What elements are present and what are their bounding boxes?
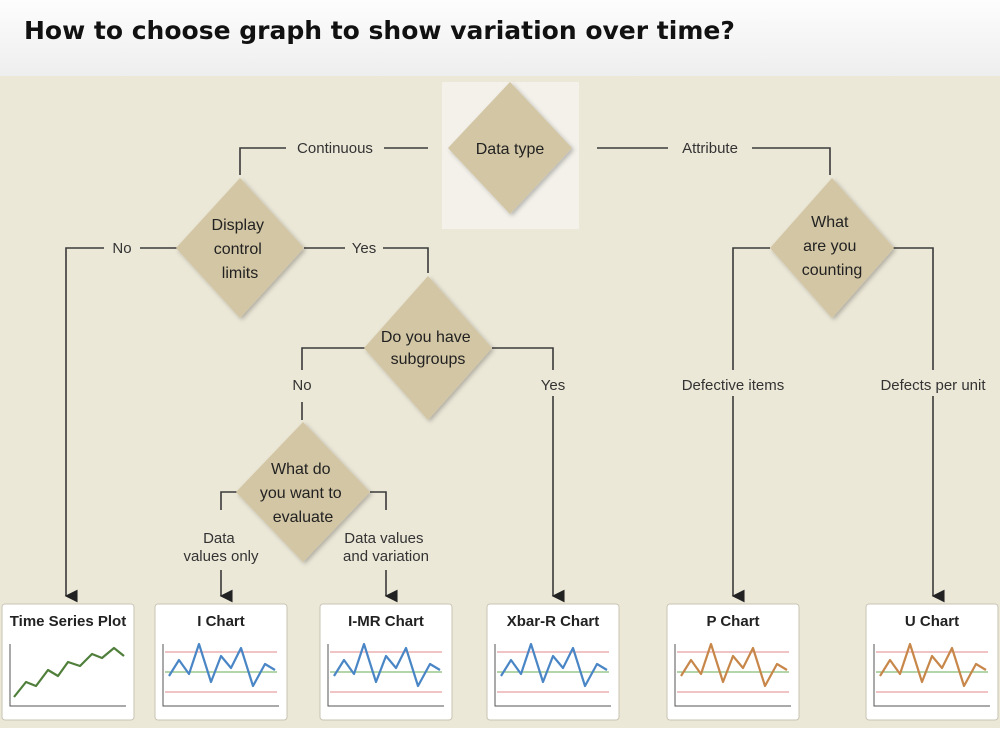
connectors	[64, 147, 945, 603]
chart-title: P Chart	[706, 613, 759, 630]
branch-attribute-label: Attribute	[682, 140, 738, 157]
connector-no-limits-left	[64, 247, 104, 603]
counting-label: What are you counting	[802, 214, 863, 279]
chart-box-i-mr-chart: I-MR Chart	[319, 603, 453, 721]
chart-series-line	[500, 642, 608, 688]
branch-yes-limits-label: Yes	[352, 240, 376, 257]
chart-axes	[674, 644, 791, 707]
branch-no-limits-label: No	[112, 240, 131, 257]
chart-box-time-series-plot: Time Series Plot	[1, 603, 135, 721]
data-type-diamond	[448, 82, 572, 214]
display-control-limits-diamond	[176, 178, 304, 318]
connector-yes-limits-right	[383, 247, 429, 273]
evaluate-label: What do you want to evaluate	[260, 461, 346, 526]
bottom-margin	[0, 728, 1000, 750]
connector-defective-items	[732, 247, 770, 370]
chart-frame	[486, 603, 620, 721]
connector-yes-subgroups	[492, 347, 554, 370]
chart-box-u-chart: U Chart	[865, 603, 999, 721]
connector-continuous-left	[239, 147, 286, 175]
chart-axes	[494, 644, 611, 707]
chart-box-p-chart: P Chart	[666, 603, 800, 721]
branch-no-subgroups-label: No	[292, 377, 311, 394]
chart-boxes: Time Series Plot I Chart I-MR Chart Xbar-R …	[1, 603, 999, 721]
chart-frame	[865, 603, 999, 721]
connector-attribute-right	[752, 147, 831, 175]
chart-series-line	[680, 642, 788, 688]
connector-defects-per-unit	[893, 247, 934, 370]
counting-diamond	[770, 178, 894, 318]
branch-yes-subgroups-label: Yes	[541, 377, 565, 394]
chart-box-i-chart: I Chart	[154, 603, 288, 721]
chart-title: I Chart	[197, 613, 245, 630]
chart-frame	[666, 603, 800, 721]
display-control-limits-label: Display control limits	[212, 217, 269, 282]
branch-continuous-label: Continuous	[297, 140, 373, 157]
chart-title: Xbar-R Chart	[507, 613, 600, 630]
page-title: How to choose graph to show variation ov…	[24, 16, 735, 45]
chart-frame	[154, 603, 288, 721]
chart-axes	[327, 644, 444, 707]
chart-title: I-MR Chart	[348, 613, 424, 630]
chart-frame	[319, 603, 453, 721]
connector-values-variation	[370, 491, 387, 510]
chart-title: U Chart	[905, 613, 959, 630]
chart-axes	[162, 644, 279, 707]
chart-title: Time Series Plot	[10, 613, 126, 630]
branch-data-values-variation-label: Data values and variation	[343, 530, 429, 565]
branch-data-values-only-label: Data values only	[183, 530, 259, 565]
branch-defects-per-unit-label: Defects per unit	[880, 377, 986, 394]
subgroups-diamond	[364, 276, 492, 420]
evaluate-diamond	[236, 422, 370, 562]
chart-series-line	[333, 642, 441, 688]
chart-series-line	[168, 642, 276, 688]
header-bar: How to choose graph to show variation ov…	[0, 0, 1000, 77]
chart-box-xbar-r-chart: Xbar-R Chart	[486, 603, 620, 721]
data-type-label: Data type	[476, 141, 545, 158]
branch-defective-items-label: Defective items	[682, 377, 785, 394]
chart-series-line	[13, 646, 125, 698]
chart-series-line	[879, 642, 987, 688]
subgroups-label: Do you have subgroups	[381, 329, 475, 368]
connector-values-only	[220, 491, 237, 510]
chart-axes	[9, 644, 126, 707]
chart-axes	[873, 644, 990, 707]
connector-no-subgroups	[301, 347, 365, 370]
